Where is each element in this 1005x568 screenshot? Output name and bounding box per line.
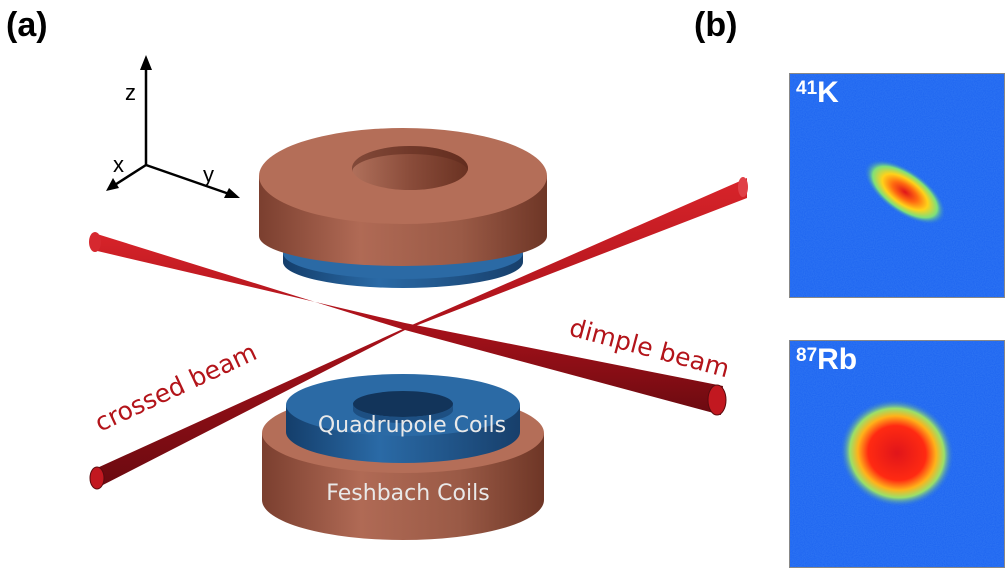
absorption-image-k41: 41K (789, 73, 1005, 298)
feshbach-coils-label: Feshbach Coils (326, 481, 489, 506)
y-axis-label: y (203, 162, 214, 187)
quadrupole-coils-label: Quadrupole Coils (318, 413, 506, 438)
crossed-beam-label: crossed beam (90, 337, 261, 437)
dimple-beam (89, 232, 727, 416)
y-axis-arrowhead (224, 188, 240, 198)
x-axis-label: x (113, 152, 124, 177)
z-axis-label: z (125, 80, 136, 105)
absorption-image-rb87: 87Rb (789, 340, 1005, 568)
feshbach-coil-top (259, 128, 547, 266)
z-axis-arrowhead (140, 55, 152, 70)
x-axis-arrowhead (106, 178, 119, 191)
rb87-label: 87Rb (796, 343, 858, 376)
rb87-cloud (839, 398, 955, 508)
panel-a-label: (a) (6, 6, 48, 44)
panel-b-label: (b) (694, 6, 738, 44)
quadrupole-coil (286, 374, 520, 463)
k41-label: 41K (796, 76, 839, 109)
k41-cloud (863, 159, 947, 225)
crossed-beam (89, 177, 748, 490)
